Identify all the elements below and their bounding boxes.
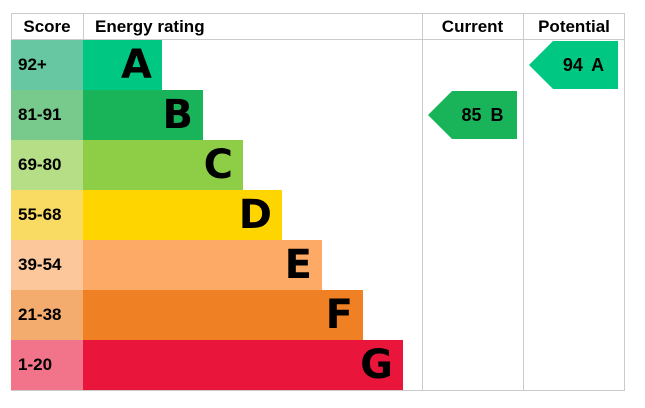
band-row-f: 21-38 F xyxy=(11,290,422,340)
bar-cell-f: F xyxy=(83,290,422,340)
header-right-border xyxy=(624,14,625,39)
band-letter-f: F xyxy=(325,292,353,338)
band-letter-g: G xyxy=(360,342,393,388)
bar-cell-g: G xyxy=(83,340,422,390)
band-letter-e: E xyxy=(284,242,312,288)
header-left-border xyxy=(11,14,12,39)
band-row-a: 92+ A xyxy=(11,40,422,90)
rating-bar-a: A xyxy=(83,40,162,90)
bar-cell-c: C xyxy=(83,140,422,190)
chart-header-row: Score Energy rating Current Potential xyxy=(11,13,625,40)
rating-bar-f: F xyxy=(83,290,363,340)
score-cell-a: 92+ xyxy=(11,40,83,90)
energy-rating-chart: Score Energy rating Current Potential 92… xyxy=(11,13,625,391)
band-letter-a: A xyxy=(121,42,152,88)
score-cell-b: 81-91 xyxy=(11,90,83,140)
score-cell-g: 1-20 xyxy=(11,340,83,390)
rating-bar-e: E xyxy=(83,240,322,290)
band-letter-c: C xyxy=(203,142,233,188)
band-row-b: 81-91 B xyxy=(11,90,422,140)
potential-rating-label: 94 A xyxy=(562,54,605,75)
header-potential-divider xyxy=(523,14,524,39)
header-score: Score xyxy=(23,17,71,36)
band-row-e: 39-54 E xyxy=(11,240,422,290)
score-cell-d: 55-68 xyxy=(11,190,83,240)
bar-cell-b: B xyxy=(83,90,422,140)
header-score-divider xyxy=(83,14,84,39)
rating-bar-d: D xyxy=(83,190,282,240)
header-potential: Potential xyxy=(538,17,610,36)
bar-cell-a: A xyxy=(83,40,422,90)
band-letter-d: D xyxy=(238,192,272,238)
bar-cell-d: D xyxy=(83,190,422,240)
band-row-g: 1-20 G xyxy=(11,340,422,390)
score-cell-c: 69-80 xyxy=(11,140,83,190)
header-current: Current xyxy=(441,17,504,36)
chart-body: 92+ A 81-91 B 69-80 C 5 xyxy=(11,40,625,391)
rating-bar-c: C xyxy=(83,140,243,190)
bar-cell-e: E xyxy=(83,240,422,290)
current-rating-arrow: 85 B xyxy=(428,91,517,139)
rating-bar-b: B xyxy=(83,90,203,140)
current-rating-label: 85 B xyxy=(461,104,504,125)
score-cell-e: 39-54 xyxy=(11,240,83,290)
header-energy-rating: Energy rating xyxy=(95,17,205,36)
band-row-d: 55-68 D xyxy=(11,190,422,240)
header-current-divider xyxy=(422,14,423,39)
band-letter-b: B xyxy=(162,92,194,138)
potential-rating-arrow: 94 A xyxy=(529,41,618,89)
rating-bar-g: G xyxy=(83,340,403,390)
band-row-c: 69-80 C xyxy=(11,140,422,190)
current-column: 85 B xyxy=(422,40,523,390)
potential-column: 94 A xyxy=(523,40,625,390)
score-cell-f: 21-38 xyxy=(11,290,83,340)
